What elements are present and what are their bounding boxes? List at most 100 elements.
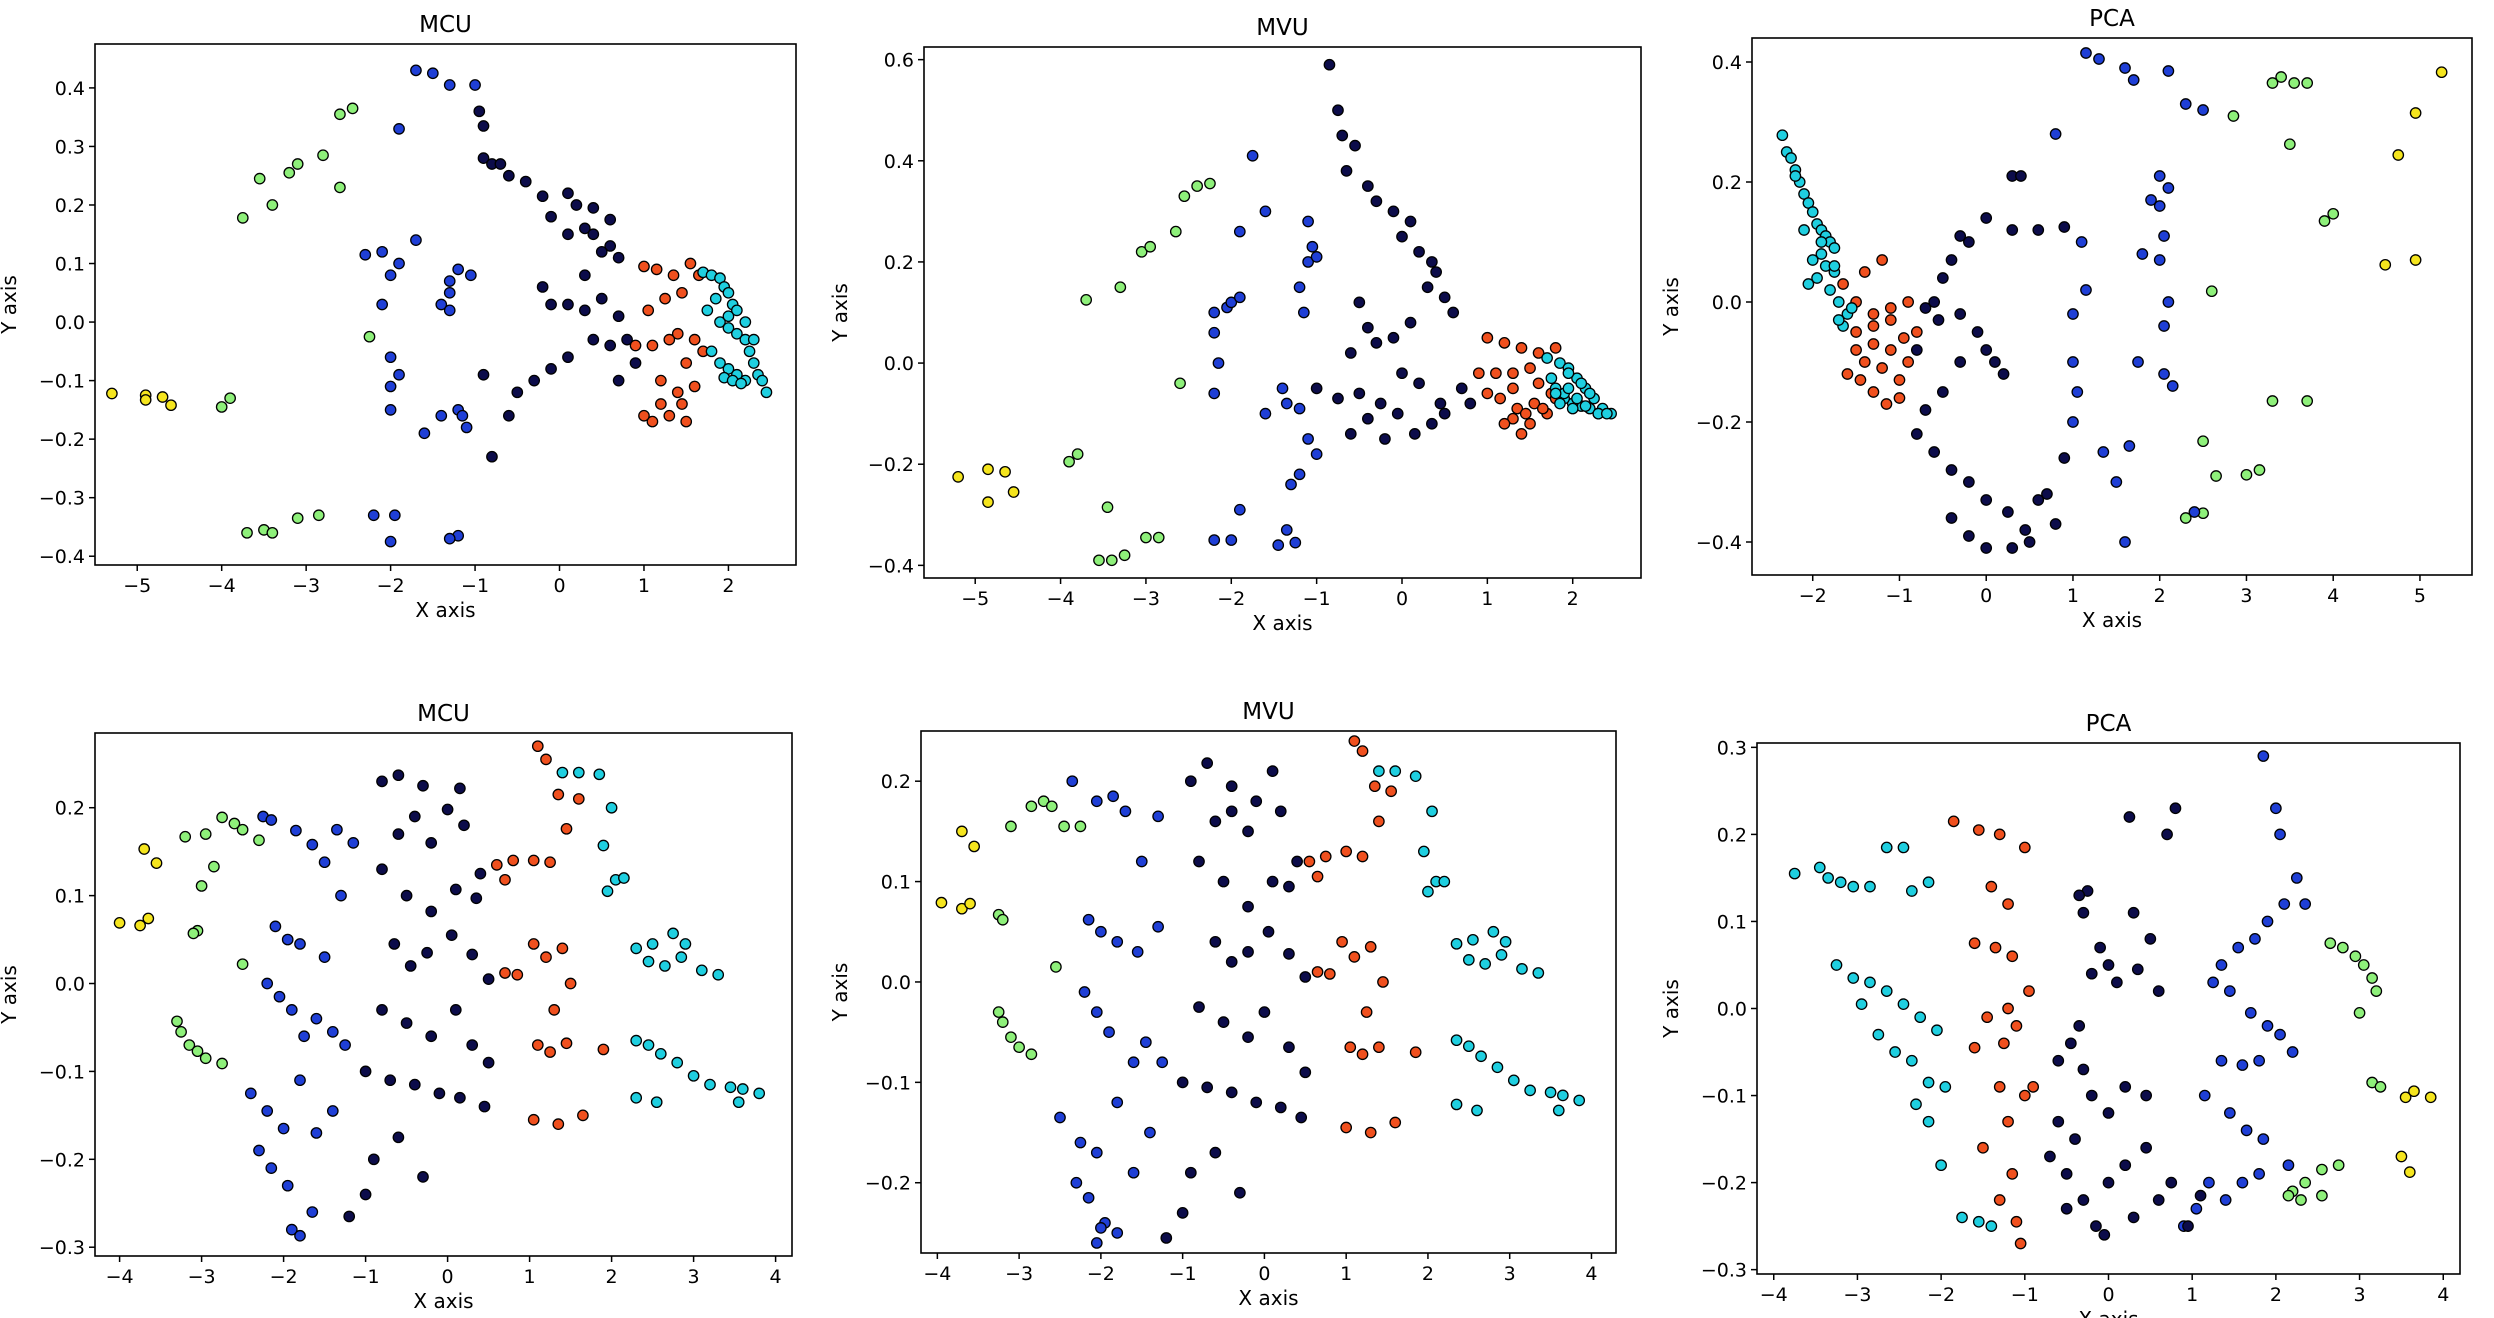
data-point-navy [1928, 446, 1941, 458]
data-point-orange [1373, 1041, 1385, 1054]
data-point-yellow [968, 840, 980, 853]
data-point-cyan [1832, 314, 1845, 326]
data-point-green [1114, 281, 1127, 294]
data-point-orange [2010, 1215, 2023, 1228]
data-point-blue [2203, 1176, 2215, 1189]
data-point-navy [1209, 1146, 1222, 1159]
data-point-blue [1208, 387, 1221, 400]
data-point-cyan [1601, 407, 1613, 420]
data-point-orange [676, 286, 688, 299]
chart-title: MVU [1242, 699, 1294, 725]
data-point-blue [277, 1122, 290, 1135]
axes-frame [94, 43, 797, 566]
data-point-yellow [999, 465, 1011, 478]
data-point-blue [2119, 536, 2131, 548]
data-point-yellow [982, 496, 994, 508]
data-point-orange [1336, 935, 1348, 948]
data-point-green [2197, 435, 2209, 448]
chart-title: MCU [419, 12, 472, 38]
data-point-cyan [1545, 372, 1558, 385]
data-point-navy [1438, 291, 1451, 304]
points-group [1788, 750, 2437, 1250]
data-point-blue [418, 427, 431, 440]
data-point-blue [1259, 205, 1272, 218]
data-point-blue [1293, 281, 1306, 294]
data-point-blue [1103, 1026, 1115, 1039]
data-point-navy [482, 1056, 495, 1069]
data-point-navy [1332, 104, 1344, 117]
x-tick-label: 1 [1481, 588, 1493, 610]
data-point-navy [1919, 404, 1932, 416]
data-point-blue [384, 380, 397, 393]
data-point-navy [1283, 948, 1295, 960]
data-point-orange [564, 977, 577, 990]
data-point-navy [2094, 941, 2106, 954]
x-tick-label: −2 [1087, 1263, 1115, 1285]
data-point-blue [2240, 1124, 2253, 1137]
data-point-cyan [646, 938, 659, 950]
data-point-cyan [1815, 248, 1828, 260]
data-point-green [2288, 77, 2301, 89]
data-point-orange [680, 415, 693, 428]
data-point-green [2266, 77, 2279, 89]
data-point-cyan [1549, 387, 1562, 400]
data-point-yellow [138, 843, 151, 855]
data-point-cyan [1462, 1040, 1475, 1053]
data-point-navy [1344, 428, 1357, 440]
data-point-navy [433, 1087, 446, 1100]
data-point-blue [1302, 256, 1314, 268]
data-point-navy [421, 946, 433, 959]
data-point-blue [2244, 1007, 2257, 1019]
data-point-green [1074, 820, 1087, 833]
chart-panel-mcu-bottom: MCU −4 −3 −2 −1 0 1 2 3 4 −0.3 −0.2 −0.1 0.0 0.1 0.2 X a… [0, 659, 831, 1318]
data-point-blue [1156, 1056, 1169, 1069]
y-tick-label: 0.6 [884, 50, 914, 72]
data-point-navy [1266, 765, 1279, 778]
data-point-blue [1140, 1036, 1152, 1049]
data-point-orange [1311, 870, 1324, 883]
data-point-orange [1409, 1046, 1422, 1059]
data-point-blue [253, 1144, 265, 1157]
data-point-cyan [731, 327, 743, 340]
data-point-cyan [1824, 284, 1836, 296]
data-point-navy [1434, 397, 1447, 410]
data-point-cyan [1972, 1215, 1985, 1228]
data-point-blue [2236, 1059, 2249, 1071]
data-point-blue [2119, 62, 2131, 74]
data-point-navy [1945, 512, 1958, 524]
data-point-blue [294, 938, 306, 950]
data-point-blue [310, 1127, 323, 1139]
y-tick-label: −0.2 [1701, 1173, 1747, 1195]
data-point-navy [1404, 215, 1417, 228]
data-point-orange [1311, 966, 1324, 978]
data-point-navy [1426, 417, 1438, 430]
data-point-cyan [1897, 841, 1910, 854]
data-point-blue [2110, 476, 2123, 488]
data-point-yellow [142, 912, 155, 925]
data-point-blue [1095, 925, 1107, 938]
data-point-cyan [1845, 302, 1858, 314]
data-point-cyan [1532, 967, 1545, 979]
data-point-orange [1528, 397, 1541, 410]
data-point-yellow [134, 919, 146, 932]
data-point-blue [1127, 1056, 1140, 1069]
data-point-navy [562, 187, 574, 200]
data-point-blue [1131, 945, 1144, 958]
data-point-navy [1447, 306, 1460, 319]
data-point-blue [2093, 53, 2105, 65]
data-point-orange [1524, 362, 1536, 374]
data-point-cyan [1889, 1046, 1901, 1058]
data-point-green [1191, 180, 1203, 192]
data-point-blue [2282, 1159, 2295, 1172]
data-point-orange [1498, 336, 1511, 349]
data-point-navy [466, 948, 479, 961]
data-point-green [199, 828, 212, 840]
data-point-orange [577, 1109, 589, 1122]
data-point-navy [562, 351, 574, 364]
data-point-navy [425, 905, 438, 918]
data-point-blue [306, 1206, 319, 1218]
data-point-orange [1377, 976, 1389, 988]
data-point-navy [441, 803, 454, 816]
data-point-navy [1989, 356, 2001, 368]
data-point-navy [359, 1065, 372, 1078]
